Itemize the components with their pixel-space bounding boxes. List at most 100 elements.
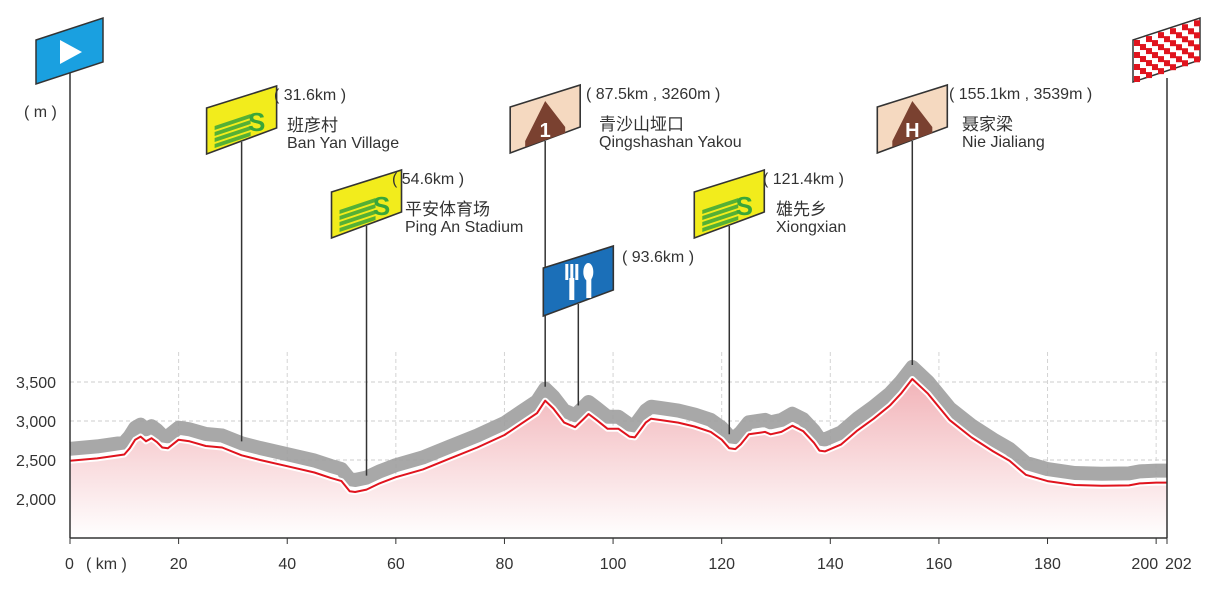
fork-prong bbox=[565, 264, 569, 280]
checker-square bbox=[1176, 32, 1182, 39]
marker-name-cn: 雄先乡 bbox=[776, 200, 827, 219]
checker-square bbox=[1140, 44, 1146, 51]
y-tick-label: 2,500 bbox=[16, 453, 56, 470]
y-tick-label: 2,000 bbox=[16, 492, 56, 509]
sprint-stripe bbox=[339, 204, 376, 220]
checker-square bbox=[1182, 60, 1188, 67]
checker-square bbox=[1134, 52, 1140, 58]
x-tick-label: 100 bbox=[600, 556, 627, 573]
checker-square bbox=[1182, 48, 1188, 55]
x-tick-label: 160 bbox=[926, 556, 953, 573]
checker-square bbox=[1158, 56, 1164, 63]
marker-name-cn: 班彦村 bbox=[287, 116, 338, 135]
checker-square bbox=[1146, 60, 1152, 67]
profile-shadow-band bbox=[69, 360, 1167, 487]
marker-km-label: ( 93.6km ) bbox=[622, 249, 695, 266]
checker-square bbox=[1152, 64, 1158, 71]
checker-square bbox=[1134, 64, 1140, 70]
marker-name-en: Nie Jialiang bbox=[962, 134, 1045, 151]
profile-red-line bbox=[69, 378, 1167, 493]
checker-square bbox=[1152, 52, 1158, 59]
sprint-stripe bbox=[702, 204, 739, 220]
sprint-marker: S bbox=[693, 168, 766, 435]
checker-square bbox=[1146, 72, 1152, 79]
checker-square bbox=[1182, 24, 1188, 31]
checker-square bbox=[1194, 56, 1200, 63]
elevation-area bbox=[70, 379, 1167, 538]
checker-square bbox=[1194, 32, 1200, 39]
climb-marker: H bbox=[876, 83, 949, 365]
marker-name-en: Ban Yan Village bbox=[287, 135, 400, 152]
checker-square bbox=[1146, 48, 1152, 55]
checker-square bbox=[1164, 36, 1170, 43]
checker-square bbox=[1170, 52, 1176, 59]
start-flag bbox=[35, 16, 104, 86]
x-tick-label: 20 bbox=[170, 556, 188, 573]
y-tick-label: 3,500 bbox=[16, 375, 56, 392]
y-axis-unit-label: ( m ) bbox=[24, 104, 57, 121]
sprint-stripe bbox=[214, 132, 251, 148]
marker-name-cn: 聂家梁 bbox=[962, 115, 1013, 134]
checker-square bbox=[1134, 40, 1140, 46]
checker-square bbox=[1134, 76, 1140, 82]
sprint-stripe bbox=[339, 210, 376, 226]
checker-square bbox=[1146, 36, 1152, 43]
checker-square bbox=[1176, 44, 1182, 51]
sprint-stripe bbox=[702, 198, 739, 214]
x-tick-label: 80 bbox=[496, 556, 514, 573]
checker-square bbox=[1152, 40, 1158, 47]
checker-square bbox=[1170, 28, 1176, 35]
x-tick-label: 200 bbox=[1131, 556, 1158, 573]
x-tick-label: 40 bbox=[278, 556, 296, 573]
marker-name-en: Qingshashan Yakou bbox=[599, 134, 742, 151]
fork-prong bbox=[570, 264, 574, 280]
checker-square bbox=[1158, 32, 1164, 39]
sprint-stripe bbox=[702, 216, 739, 232]
y-tick-label: 3,000 bbox=[16, 414, 56, 431]
sprint-letter: S bbox=[373, 191, 390, 221]
x-tick-label: 180 bbox=[1034, 556, 1061, 573]
x-tick-label: 120 bbox=[708, 556, 735, 573]
checker-square bbox=[1170, 40, 1176, 47]
x-tick-label: 140 bbox=[817, 556, 844, 573]
checker-square bbox=[1182, 36, 1188, 43]
climb-marker: 1 bbox=[509, 83, 581, 387]
feed-marker bbox=[542, 244, 615, 406]
marker-name-en: Xiongxian bbox=[776, 219, 847, 236]
sprint-marker: S bbox=[205, 84, 278, 442]
marker-km-label: ( 54.6km ) bbox=[392, 171, 465, 188]
marker-name-cn: 平安体育场 bbox=[405, 200, 490, 219]
play-icon bbox=[60, 40, 82, 64]
fork-prong bbox=[575, 264, 579, 280]
checker-square bbox=[1164, 60, 1170, 67]
fork-handle bbox=[569, 278, 575, 300]
marker-km-label: ( 87.5km , 3260m ) bbox=[586, 86, 721, 103]
checker-square bbox=[1158, 44, 1164, 51]
x-tick-label: 0 bbox=[65, 556, 74, 573]
sprint-stripe bbox=[339, 198, 376, 214]
marker-name-en: Ping An Stadium bbox=[405, 219, 524, 236]
sprint-letter: S bbox=[248, 107, 265, 137]
checker-square bbox=[1158, 68, 1164, 75]
checker-square bbox=[1164, 48, 1170, 55]
knife-handle bbox=[586, 276, 592, 298]
sprint-stripe bbox=[702, 210, 739, 226]
checker-square bbox=[1188, 28, 1194, 35]
mountain-icon bbox=[892, 101, 933, 147]
finish-flag bbox=[1132, 16, 1201, 84]
checker-square bbox=[1140, 68, 1146, 75]
marker-km-label: ( 155.1km , 3539m ) bbox=[949, 86, 1093, 103]
checker-square bbox=[1194, 44, 1200, 51]
x-tick-label: 60 bbox=[387, 556, 405, 573]
x-axis-unit-label: ( km ) bbox=[86, 556, 127, 573]
sprint-stripe bbox=[339, 216, 376, 232]
checker-square bbox=[1170, 64, 1176, 71]
marker-km-label: ( 31.6km ) bbox=[274, 87, 347, 104]
mountain-icon bbox=[525, 101, 566, 147]
marker-name-cn: 青沙山垭口 bbox=[599, 115, 684, 134]
sprint-stripe bbox=[214, 120, 251, 136]
checker-square bbox=[1140, 56, 1146, 63]
checker-square bbox=[1194, 20, 1200, 27]
checker-square bbox=[1188, 40, 1194, 47]
